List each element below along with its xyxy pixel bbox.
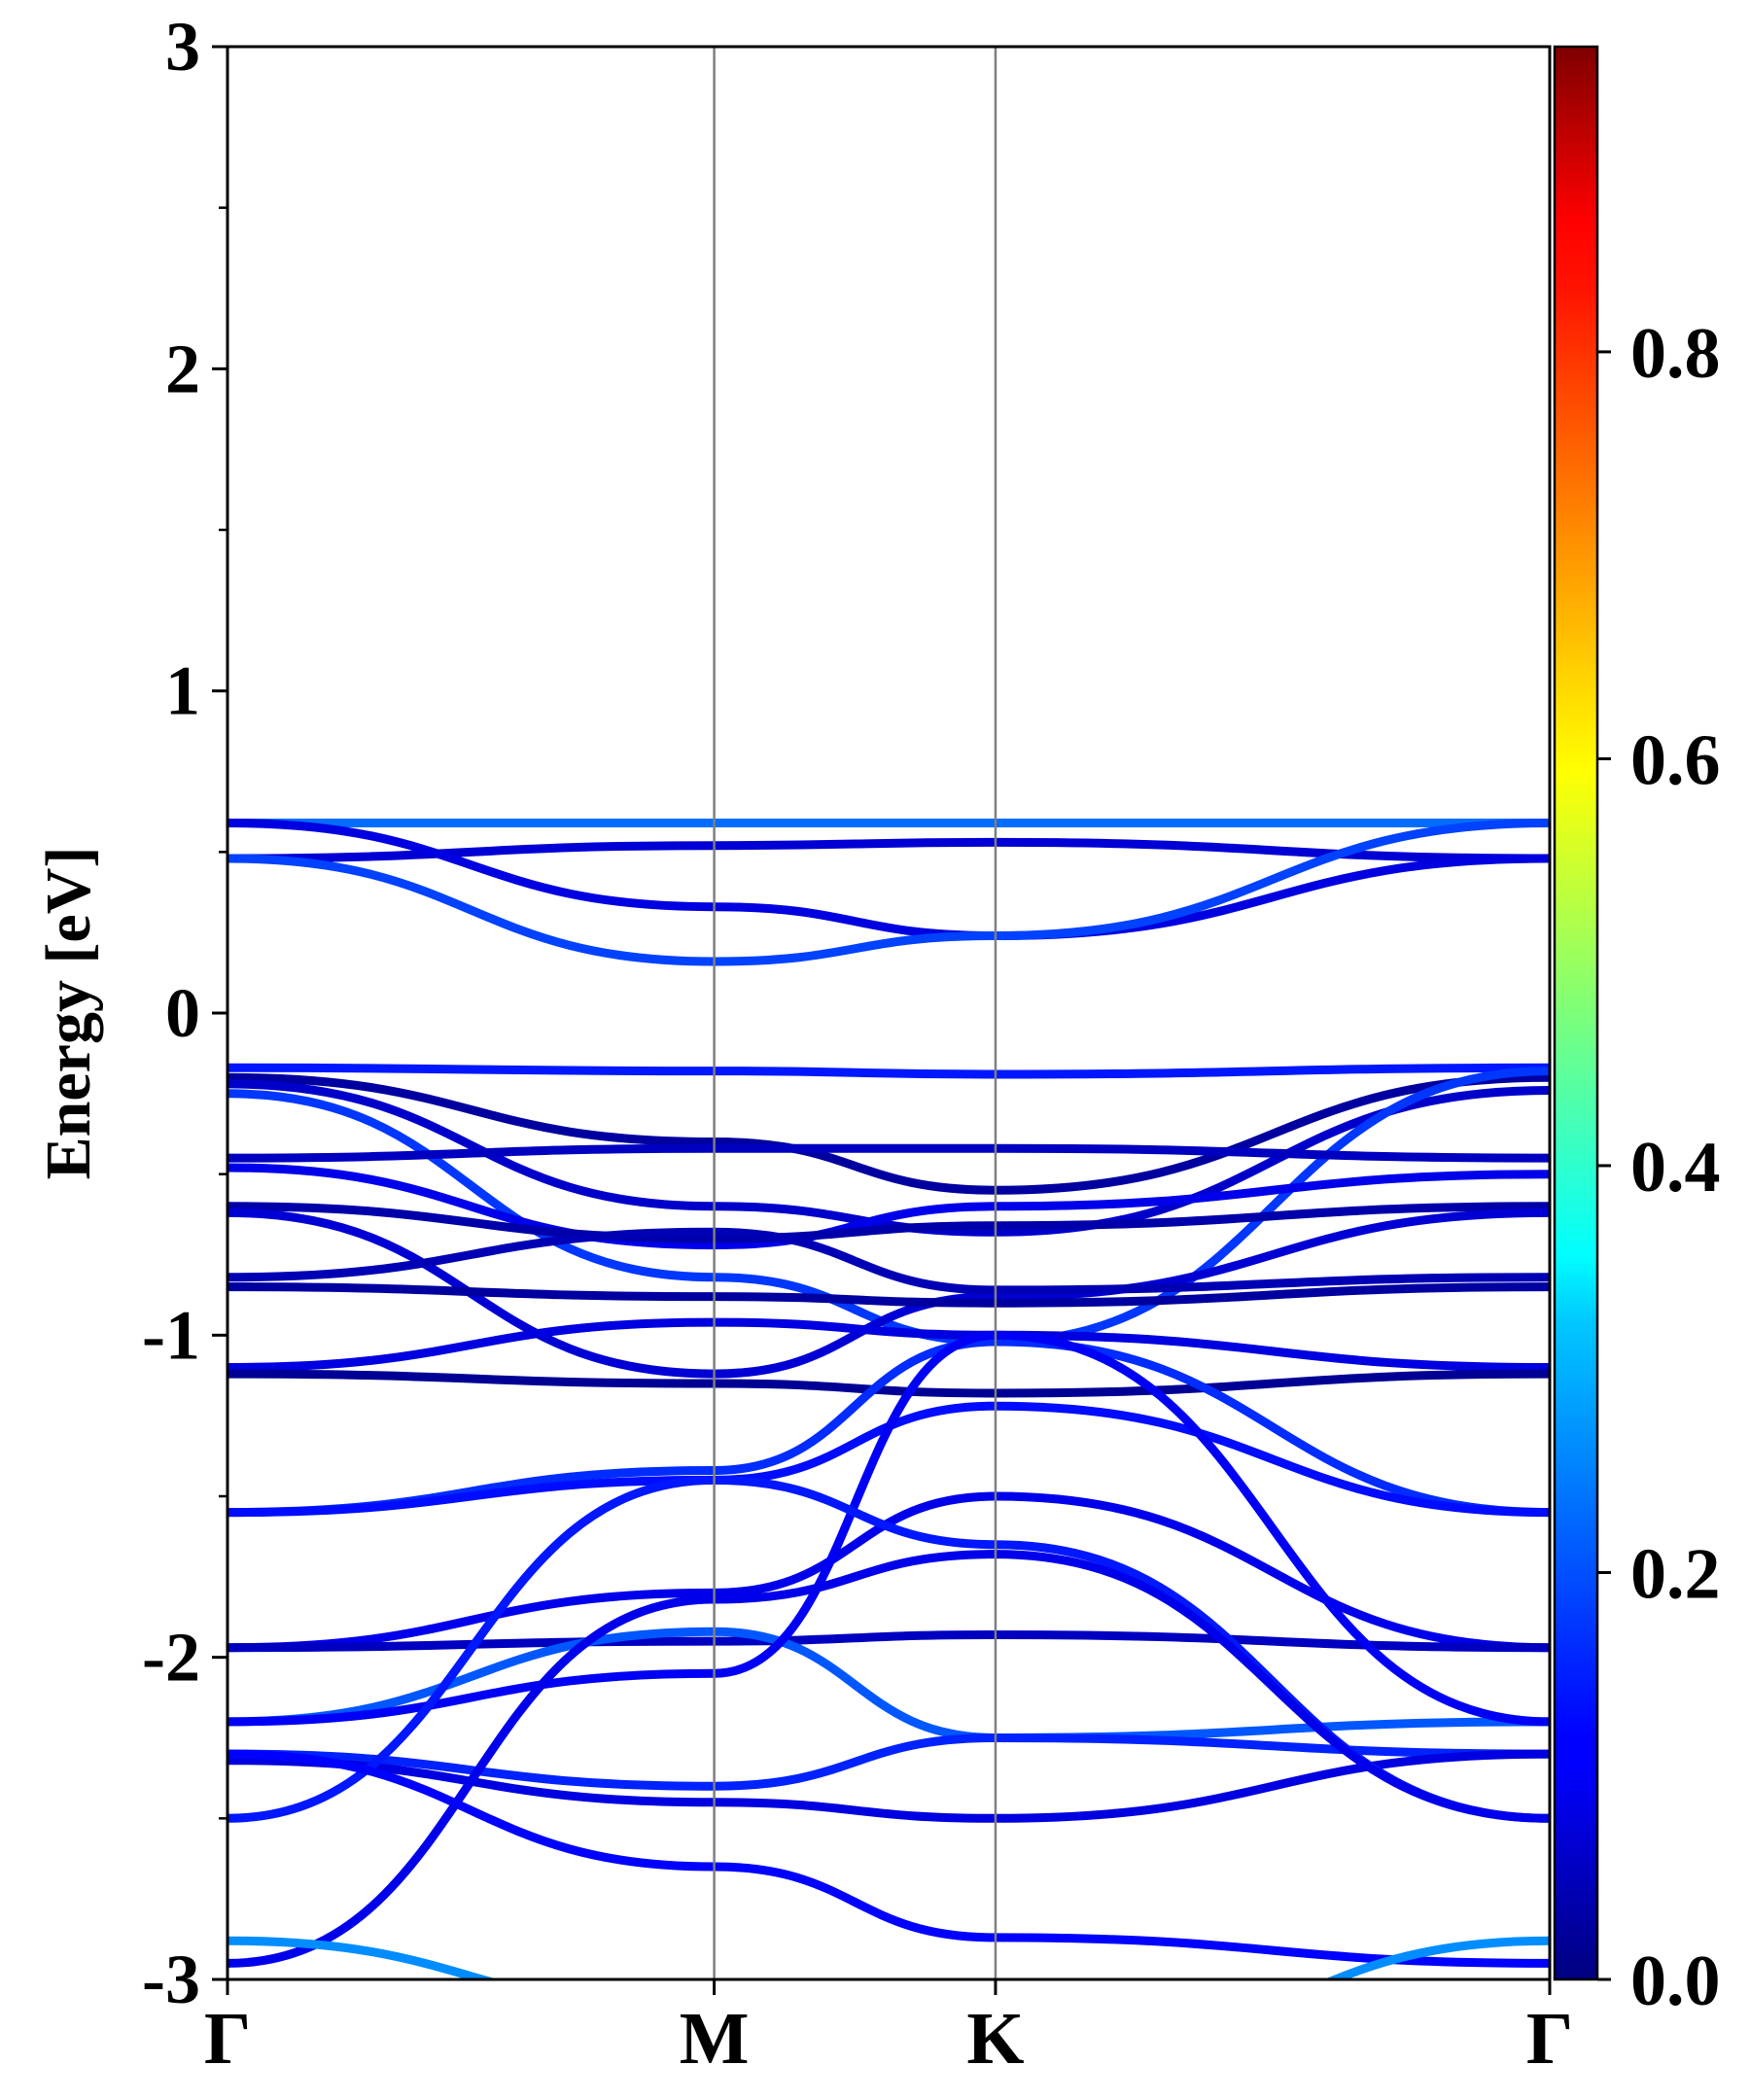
band-11 <box>228 1202 1550 1243</box>
kpoint-label: Γ <box>1526 1998 1573 2080</box>
colorbar-ticks: 0.0 0.2 0.4 0.6 0.8 <box>1597 314 1721 2021</box>
band-17 <box>228 1337 1550 1518</box>
y-tick-label: -3 <box>142 1941 200 2018</box>
band-12 <box>228 1208 1550 1379</box>
band-20 <box>228 1629 1550 1653</box>
band-5 <box>228 1063 1550 1079</box>
band-3 <box>228 819 1550 941</box>
band-13 <box>228 1227 1550 1295</box>
band-2 <box>228 837 1550 863</box>
colorbar-tick-label: 0.8 <box>1630 314 1721 394</box>
band-23 <box>228 1732 1550 1791</box>
band-28 <box>228 1936 1550 1979</box>
y-tick-label: 3 <box>165 8 200 86</box>
y-tick-label: 2 <box>165 330 200 407</box>
kpoint-label: Γ <box>204 1998 251 2080</box>
band-15 <box>228 1317 1550 1372</box>
band-8 <box>228 1067 1550 1347</box>
colorbar-tick-label: 0.6 <box>1630 720 1721 800</box>
band-9 <box>228 1143 1550 1163</box>
band-16 <box>228 1369 1550 1398</box>
band-10 <box>228 1163 1550 1250</box>
y-axis-label: Energy [eV] <box>33 847 104 1180</box>
band-19 <box>228 1491 1550 1653</box>
band-24 <box>228 1749 1550 1823</box>
colorbar-tick-label: 0.4 <box>1630 1128 1721 1208</box>
band-22 <box>228 1330 1550 1727</box>
colorbar-tick-label: 0.2 <box>1630 1534 1721 1614</box>
bands-layer <box>228 818 1550 1979</box>
kpath-lines <box>713 47 998 1979</box>
y-tick-label: 0 <box>165 974 200 1052</box>
band-6 <box>228 1072 1550 1195</box>
band-14 <box>228 1282 1550 1308</box>
colorbar <box>1553 45 1599 1981</box>
y-tick-label: 1 <box>165 652 200 730</box>
y-axis: -3 -2 -1 0 1 2 3 <box>142 8 228 2018</box>
band-27 <box>228 1749 1550 1968</box>
colorbar-tick-label: 0.0 <box>1630 1942 1721 2021</box>
band-21 <box>228 1627 1550 1743</box>
kpoint-label: M <box>680 1998 750 2080</box>
y-tick-label: -2 <box>142 1619 200 1697</box>
band-4 <box>228 819 1550 966</box>
y-tick-label: -1 <box>142 1296 200 1374</box>
band-26 <box>228 1550 1550 1968</box>
kpoint-label: K <box>966 1998 1024 2080</box>
band-18 <box>228 1401 1550 1518</box>
